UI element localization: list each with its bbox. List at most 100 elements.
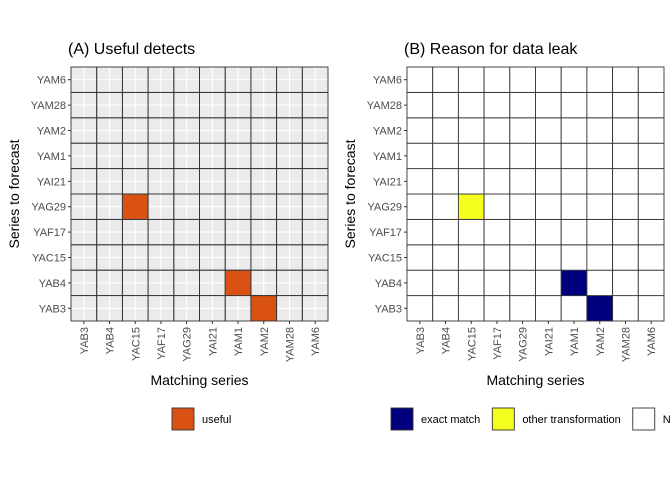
heatmap-cell	[560, 66, 588, 93]
y-tick-label: YAB3	[375, 303, 402, 315]
heatmap-cell	[612, 142, 639, 170]
heatmap-cell	[432, 269, 459, 297]
x-tick-label: YAG29	[518, 327, 530, 362]
heatmap-cell	[483, 91, 511, 119]
chart-title: (A) Useful detects	[68, 41, 195, 58]
heatmap-cell	[406, 193, 434, 220]
x-tick-label: YAM6	[646, 327, 658, 356]
chart-panel-0: (A) Useful detects YAB3 YAB4 YAC15 YAF17 YAG2…	[6, 41, 329, 431]
heatmap-cell	[535, 244, 562, 271]
heatmap-cell	[432, 66, 459, 93]
heatmap-cell	[406, 142, 434, 170]
heatmap-cell	[612, 91, 639, 119]
y-tick-label: YAI21	[37, 176, 66, 188]
legend-label: N	[663, 414, 671, 426]
y-tick-label: YAC15	[368, 253, 402, 265]
heatmap-cell	[612, 193, 639, 220]
heatmap-cell	[457, 142, 485, 170]
heatmap-cell	[509, 218, 536, 246]
heatmap-cell	[612, 117, 639, 144]
heatmap-cell	[637, 66, 665, 93]
heatmap-cell	[586, 218, 614, 246]
heatmap-cell	[637, 117, 665, 144]
heatmap-cell	[560, 193, 588, 220]
y-tick-label: YAM2	[373, 126, 402, 138]
y-tick-label: YAF17	[33, 227, 66, 239]
y-tick-label: YAF17	[369, 227, 402, 239]
y-tick-label: YAG29	[367, 202, 402, 214]
heatmap-cell	[637, 295, 665, 322]
x-tick-label: YAG29	[182, 327, 194, 362]
legend-swatch	[491, 407, 515, 431]
heatmap-cell-filled	[121, 193, 149, 220]
legend-swatch	[390, 407, 414, 431]
heatmap-cell	[483, 218, 511, 246]
heatmap-cell	[509, 168, 536, 195]
heatmap-cell	[560, 142, 588, 170]
heatmap-cell	[406, 295, 434, 322]
heatmap-cell	[586, 269, 614, 297]
heatmap-cell	[560, 91, 588, 119]
heatmap-cell	[535, 66, 562, 93]
heatmap-cell	[406, 244, 434, 271]
y-tick-label: YAM1	[373, 151, 402, 163]
x-tick-label: YAB3	[79, 327, 91, 354]
heatmap-cell	[535, 117, 562, 144]
heatmap-cell	[637, 193, 665, 220]
heatmap-cell	[612, 269, 639, 297]
heatmap-cell	[560, 295, 588, 322]
heatmap-cell	[406, 66, 434, 93]
heatmap-cell	[637, 168, 665, 195]
heatmap-cell	[586, 142, 614, 170]
x-tick-label: YAM6	[310, 327, 322, 356]
heatmap-cell	[483, 142, 511, 170]
x-tick-label: YAM28	[284, 327, 296, 362]
heatmap-cell	[612, 168, 639, 195]
heatmap-cell	[560, 218, 588, 246]
y-tick-label: YAB4	[39, 278, 66, 290]
heatmap-cell	[535, 168, 562, 195]
legend-label: exact match	[421, 414, 480, 426]
x-tick-label: YAB4	[105, 327, 117, 354]
x-axis-title: Matching series	[150, 372, 248, 388]
y-axis-title: Series to forecast	[6, 139, 22, 248]
heatmap-cell-filled	[560, 269, 588, 297]
y-tick-label: YAC15	[32, 253, 66, 265]
heatmap-cell	[406, 168, 434, 195]
legend-swatch	[632, 407, 656, 431]
heatmap-cell	[483, 295, 511, 322]
heatmap-cell	[560, 168, 588, 195]
x-tick-label: YAI21	[207, 327, 219, 356]
heatmap-cell	[586, 66, 614, 93]
y-tick-label: YAB4	[375, 278, 402, 290]
heatmap-cell	[509, 66, 536, 93]
y-tick-label: YAI21	[373, 176, 402, 188]
legend-swatch	[171, 407, 195, 431]
heatmap-cell	[457, 91, 485, 119]
heatmap-cell	[432, 168, 459, 195]
heatmap-cell	[535, 269, 562, 297]
heatmap-cell	[457, 269, 485, 297]
heatmap-cell	[457, 295, 485, 322]
legend: useful	[171, 407, 231, 431]
heatmap-cell	[509, 142, 536, 170]
heatmap-cell	[535, 218, 562, 246]
x-tick-label: YAC15	[130, 327, 142, 361]
heatmap-cell	[483, 244, 511, 271]
heatmap-cell	[560, 117, 588, 144]
heatmap-cell	[535, 193, 562, 220]
heatmap-cell	[432, 193, 459, 220]
y-tick-label: YAM2	[37, 126, 66, 138]
heatmap-cell	[406, 117, 434, 144]
heatmap-cell	[432, 218, 459, 246]
y-tick-label: YAM28	[31, 100, 66, 112]
legend-label: useful	[202, 414, 231, 426]
heatmap-cell	[509, 269, 536, 297]
heatmap-cell	[535, 295, 562, 322]
heatmap-cell	[457, 117, 485, 144]
heatmap-cell	[509, 91, 536, 119]
heatmap-cell	[586, 168, 614, 195]
heatmap-cell	[586, 244, 614, 271]
heatmap-cell	[483, 269, 511, 297]
